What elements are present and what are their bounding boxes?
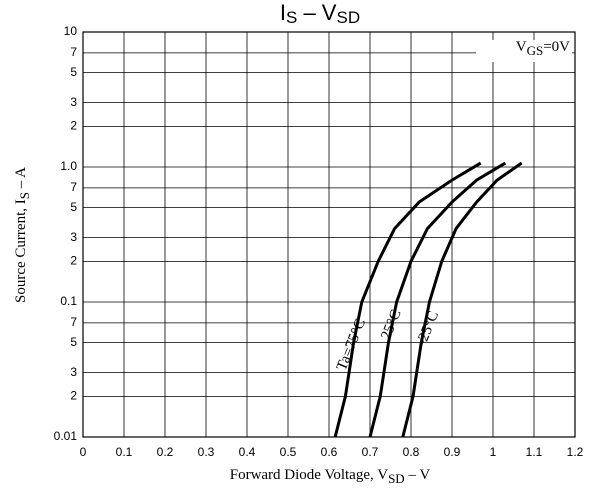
- y-tick-label: 5: [70, 65, 77, 79]
- y-tick-label: 3: [70, 230, 77, 244]
- x-tick-label: 1: [490, 445, 497, 459]
- y-tick-label: 10: [64, 24, 78, 38]
- y-tick-label: 7: [70, 180, 77, 194]
- y-tick-label: 2: [70, 254, 77, 268]
- x-axis-label: Forward Diode Voltage, VSD – V: [230, 467, 431, 486]
- y-tick-label: 3: [70, 95, 77, 109]
- x-tick-label: 1.2: [567, 445, 584, 459]
- plot-frame: [82, 31, 576, 438]
- x-tick-label: 0.4: [239, 445, 256, 459]
- y-tick-label: 5: [70, 335, 77, 349]
- annotation-bg: [476, 40, 572, 62]
- y-tick-label: 1.0: [60, 159, 77, 173]
- chart-title: IS – VSD: [280, 0, 360, 27]
- y-axis-label: Source Current, IS – A: [13, 167, 32, 303]
- y-tick-label: 2: [70, 389, 77, 403]
- curve: [368, 161, 507, 438]
- y-tick-label: 7: [70, 45, 77, 59]
- curve: [333, 161, 482, 438]
- x-tick-label: 0: [80, 445, 87, 459]
- x-tick-label: 0.7: [362, 445, 379, 459]
- x-tick-label: 0.3: [198, 445, 215, 459]
- series-label: 25°C: [378, 307, 404, 342]
- y-tick-label: 5: [70, 200, 77, 214]
- x-tick-label: 0.8: [403, 445, 420, 459]
- x-tick-label: 1.1: [526, 445, 543, 459]
- y-tick-label: 7: [70, 315, 77, 329]
- y-tick-label: 0.1: [60, 294, 77, 308]
- x-tick-label: 0.9: [444, 445, 461, 459]
- y-tick-label: 2: [70, 119, 77, 133]
- annotation: VGS=0V: [516, 39, 570, 58]
- curve: [401, 161, 523, 438]
- x-tick-label: 0.2: [157, 445, 174, 459]
- x-tick-label: 0.5: [280, 445, 297, 459]
- y-tick-label: 3: [70, 365, 77, 379]
- series-label: Ta=75°C: [334, 317, 369, 373]
- y-tick-label: 0.01: [54, 429, 78, 443]
- series-label: –25°C: [412, 309, 442, 352]
- x-tick-label: 0.6: [321, 445, 338, 459]
- x-tick-label: 0.1: [116, 445, 133, 459]
